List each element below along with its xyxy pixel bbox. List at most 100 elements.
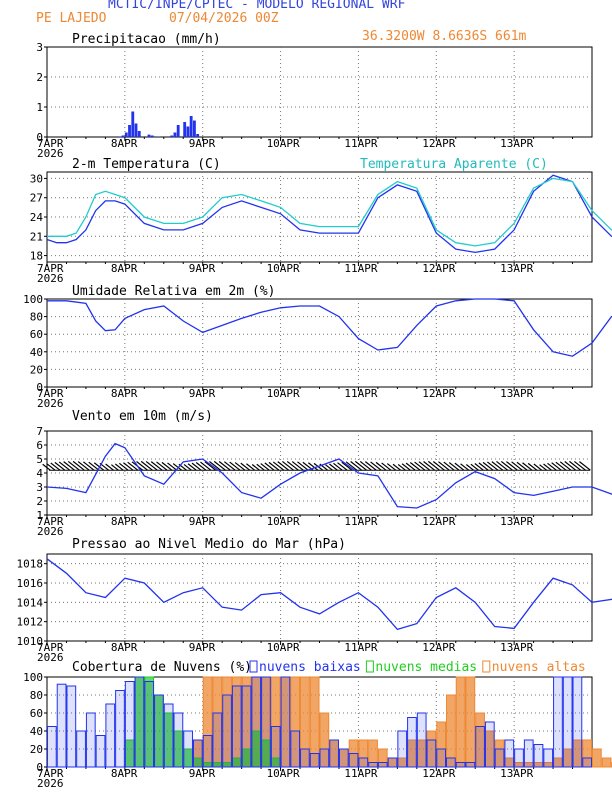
cloud-bar [192,739,203,768]
wind-barb [110,464,119,471]
wind-barb [539,464,547,471]
cloud-bar [368,762,378,768]
wind-barb [573,460,586,471]
x-tick-label: 12APR [422,767,455,780]
precip-bar [157,136,161,137]
x-year-label: 2026 [37,777,64,790]
x-tick-label: 9APR [189,515,216,528]
cloud-bar [446,694,456,768]
precip-bar [176,125,180,137]
wind-barb [209,461,221,471]
cloud-bar [202,735,213,768]
cloud-bar [134,676,145,768]
precip-bar [118,136,122,137]
x-tick-label: 13APR [500,641,533,654]
wind-barb [423,460,436,471]
cloud-bar [533,744,544,768]
cloud-bar [426,739,437,768]
wind-barb [127,461,139,471]
panel-title: Vento em 10m (m/s) [72,409,213,424]
cloud-bar [66,685,77,768]
x-tick-label: 10APR [267,387,300,400]
x-tick-label: 11APR [344,515,377,528]
run-date: 07/04/2026 00Z [169,11,279,26]
wind-barb [195,462,207,471]
panel-title: 2-m Temperatura (C) [72,157,221,172]
wind-barb [418,461,431,471]
wind-barb [213,460,226,471]
y-tick-label: 5 [36,453,43,466]
y-tick-label: 24 [30,211,44,224]
wind-barb [474,463,484,471]
x-tick-label: 7APR [37,387,64,400]
y-tick-label: 2 [36,71,43,84]
x-tick-label: 11APR [344,767,377,780]
precip-bar [183,122,187,137]
x-year-label: 2026 [37,272,64,285]
wind-barb [54,461,66,471]
wind-barb [341,461,353,471]
cloud-bar [251,676,262,768]
wind-barb [397,463,406,471]
y-tick-label: 0 [36,761,43,774]
x-tick-label: 11APR [344,137,377,150]
panel-title: Precipitacao (mm/h) [72,32,221,47]
cloud-bar [543,748,554,768]
cloud-bar [455,676,466,768]
wind-barb [297,461,309,471]
cloud-bar [387,757,398,768]
wind-barb [286,460,299,471]
wind-barb [264,462,275,471]
wind-barb [409,462,421,471]
wind-barb [511,461,523,471]
wind-barb [443,461,455,471]
wind-barb [454,462,465,471]
wind-barb [42,463,51,471]
x-tick-label: 12APR [422,387,455,400]
x-tick-label: 7APR [37,767,64,780]
cloud-bar [465,676,476,768]
wind-barb [46,463,56,471]
y-tick-label: 4 [36,467,43,480]
wind-barb [183,463,192,471]
precip-bar [131,111,135,137]
cloud-bar [562,676,573,768]
y-tick-label: 20 [30,743,43,756]
wind-barb [543,463,552,471]
wind-barb [272,461,285,471]
wind-barb [308,462,319,471]
wind-barb [470,463,479,471]
y-tick-label: 1 [36,101,43,114]
x-tick-label: 9APR [189,767,216,780]
x-tick-label: 7APR [37,262,64,275]
precip-bar [124,132,128,137]
wind-barb [187,463,197,471]
x-tick-label: 9APR [189,262,216,275]
wind-barb [448,462,460,471]
wind-barb [140,460,153,471]
wind-barb [364,461,377,471]
x-tick-label: 13APR [500,262,533,275]
cloud-bar [300,748,310,768]
cloud-bar [85,712,96,768]
wind-barb [345,461,358,471]
x-tick-label: 10APR [267,641,300,654]
x-tick-label: 8APR [111,515,138,528]
cloud-bar [601,757,612,768]
y-tick-label: 7 [36,425,43,438]
x-year-label: 2026 [37,525,64,538]
wind-barb [337,462,348,471]
wind-barb [465,464,474,471]
x-tick-label: 12APR [422,515,455,528]
wind-barb [118,462,129,471]
wind-barb [167,462,178,471]
plot-frame [46,298,593,388]
x-tick-label: 12APR [422,137,455,150]
precip-bar [170,135,174,137]
station-name: PE LAJEDO [36,11,107,26]
x-tick-label: 9APR [189,137,216,150]
wind-barb [67,460,80,471]
wind-barb [533,463,543,471]
wind-barb [564,461,577,471]
